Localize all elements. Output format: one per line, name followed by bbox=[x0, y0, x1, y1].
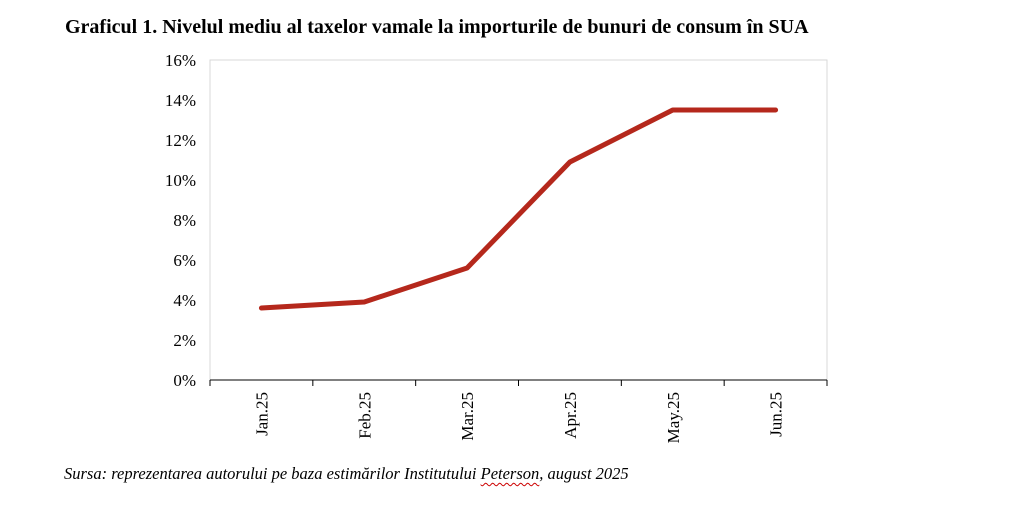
y-tick-label: 10% bbox=[165, 171, 196, 190]
source-note: Sursa: reprezentarea autorului pe baza e… bbox=[64, 464, 629, 484]
series-line bbox=[258, 107, 779, 311]
x-tick-label: Apr.25 bbox=[561, 392, 580, 439]
y-tick-label: 16% bbox=[165, 51, 196, 70]
x-tick-label: Feb.25 bbox=[355, 392, 374, 439]
y-tick-label: 2% bbox=[173, 331, 196, 350]
y-tick-label: 0% bbox=[173, 371, 196, 390]
series-lines bbox=[258, 107, 779, 311]
y-tick-label: 12% bbox=[165, 131, 196, 150]
y-tick-label: 14% bbox=[165, 91, 196, 110]
y-tick-label: 6% bbox=[173, 251, 196, 270]
x-tick-label: Mar.25 bbox=[458, 392, 477, 441]
source-underlined: Peterson bbox=[480, 464, 540, 483]
source-text: Sursa: reprezentarea autorului pe baza e… bbox=[64, 464, 481, 483]
x-axis-ticks: Jan.25 Feb.25 Mar.25 Apr.25 May.25 Jun.25 bbox=[209, 380, 828, 443]
x-tick-label: Jan.25 bbox=[252, 392, 271, 436]
x-tick-label: May.25 bbox=[664, 392, 683, 443]
chart-title: Graficul 1. Nivelul mediu al taxelor vam… bbox=[65, 16, 809, 38]
source-text-end: , august 2025 bbox=[539, 464, 629, 483]
line-chart: 0% 2% 4% 6% 8% 10% 12% 14% 16% Jan.25 Feb.25 Mar.2… bbox=[165, 51, 828, 443]
y-axis-ticks: 0% 2% 4% 6% 8% 10% 12% 14% 16% bbox=[165, 51, 196, 390]
y-tick-label: 8% bbox=[173, 211, 196, 230]
x-tick-label: Jun.25 bbox=[767, 392, 786, 437]
y-tick-label: 4% bbox=[173, 291, 196, 310]
